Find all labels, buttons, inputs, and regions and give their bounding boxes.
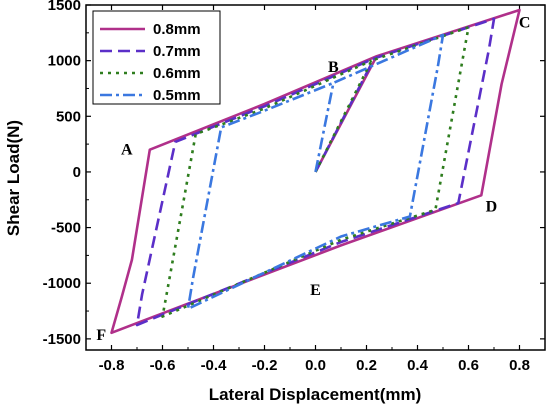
x-axis-title: Lateral Displacement(mm)	[209, 385, 422, 404]
x-tick-label: 0.2	[356, 357, 377, 374]
series-line-0.7mm	[135, 17, 496, 327]
y-tick-label: -500	[51, 220, 81, 237]
y-tick-label: 500	[56, 108, 81, 125]
x-tick-label: -0.2	[252, 357, 278, 374]
x-tick-label: -0.6	[150, 357, 176, 374]
point-label-D: D	[486, 198, 498, 215]
point-label-A: A	[121, 142, 133, 159]
x-tick-label: 0.6	[458, 357, 479, 374]
axis-ticks	[86, 4, 545, 350]
point-label-E: E	[310, 282, 321, 299]
x-tick-label: 0.4	[407, 357, 429, 374]
x-tick-label: 0.8	[509, 357, 530, 374]
y-tick-label: -1500	[43, 331, 81, 348]
y-tick-label: 1000	[48, 53, 81, 70]
y-axis-title: Shear Load(N)	[4, 120, 23, 236]
legend-label: 0.6mm	[153, 65, 201, 82]
series-line-0.5mm	[186, 33, 445, 311]
legend-box	[92, 10, 221, 105]
legend-label: 0.7mm	[153, 43, 201, 60]
legend-label: 0.5mm	[153, 87, 201, 104]
point-label-B: B	[328, 59, 339, 76]
point-label-F: F	[96, 327, 106, 344]
x-tick-label: 0.0	[305, 357, 326, 374]
legend: 0.8mm 0.7mm 0.6mm 0.5mm	[92, 10, 221, 105]
y-tick-label: -1000	[43, 275, 81, 292]
y-tick-label: 1500	[48, 0, 81, 14]
x-tick-label: -0.8	[99, 357, 125, 374]
annotation-layer: A B C D E F	[96, 15, 530, 344]
point-label-C: C	[519, 15, 531, 32]
y-tick-label: 0	[73, 164, 81, 181]
series-layer	[110, 8, 521, 335]
x-tick-labels: -0.8 -0.6 -0.4 -0.2 0.0 0.2 0.4 0.6 0.8	[99, 357, 530, 374]
legend-label: 0.8mm	[153, 21, 201, 38]
y-tick-labels: -1500 -1000 -500 0 500 1000 1500	[43, 0, 81, 348]
x-tick-label: -0.4	[201, 357, 228, 374]
